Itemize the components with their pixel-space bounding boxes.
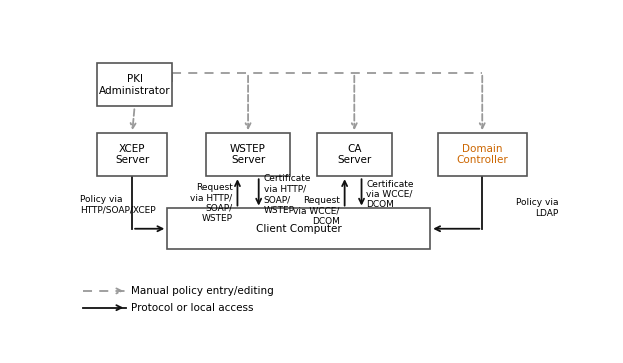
- Bar: [437, 133, 527, 176]
- Text: Policy via
LDAP: Policy via LDAP: [516, 198, 558, 217]
- Text: Protocol or local access: Protocol or local access: [131, 303, 254, 313]
- Bar: [206, 133, 290, 176]
- Text: Certificate
via HTTP/
SOAP/
WSTEP: Certificate via HTTP/ SOAP/ WSTEP: [264, 174, 311, 215]
- Text: Request
via WCCE/
DCOM: Request via WCCE/ DCOM: [293, 196, 340, 226]
- Text: Request
via HTTP/
SOAP/
WSTEP: Request via HTTP/ SOAP/ WSTEP: [191, 183, 232, 223]
- Text: Policy via
HTTP/SOAP/XCEP: Policy via HTTP/SOAP/XCEP: [80, 195, 156, 215]
- Text: PKI
Administrator: PKI Administrator: [99, 74, 171, 95]
- Text: Manual policy entry/editing: Manual policy entry/editing: [131, 286, 273, 296]
- Text: Domain
Controller: Domain Controller: [457, 144, 508, 166]
- Text: Certificate
via WCCE/
DCOM: Certificate via WCCE/ DCOM: [366, 180, 414, 209]
- Text: Client Computer: Client Computer: [256, 224, 341, 234]
- Text: XCEP
Server: XCEP Server: [115, 144, 150, 166]
- Bar: [97, 133, 167, 176]
- Bar: [317, 133, 392, 176]
- Bar: [167, 208, 430, 249]
- Text: WSTEP
Server: WSTEP Server: [230, 144, 266, 166]
- Text: CA
Server: CA Server: [337, 144, 371, 166]
- Bar: [97, 63, 172, 106]
